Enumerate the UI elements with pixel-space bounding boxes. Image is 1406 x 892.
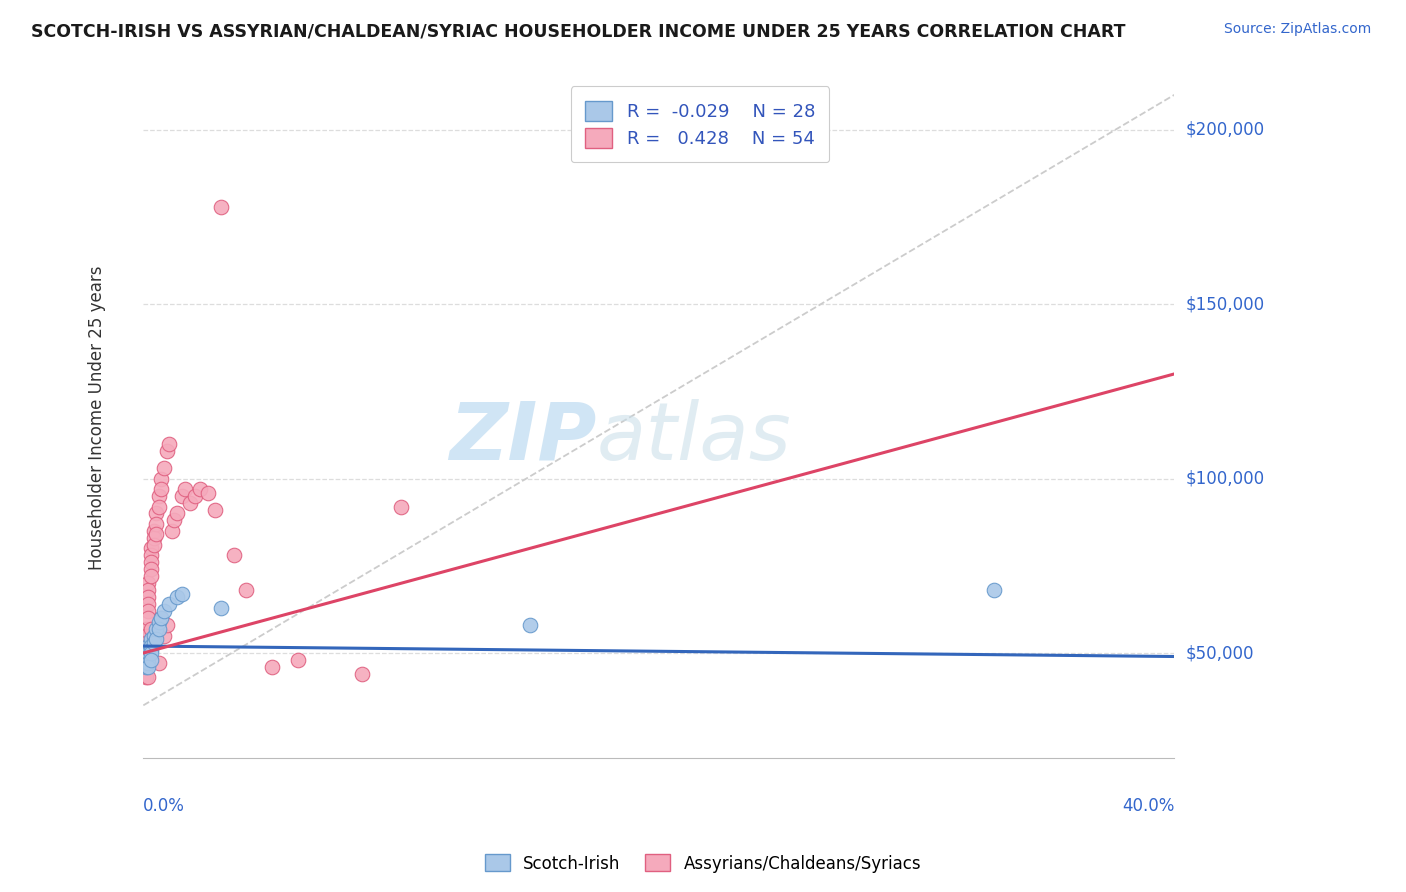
Point	[389, 500, 412, 514]
Point	[142, 629, 165, 643]
Point	[138, 604, 160, 618]
Point	[222, 549, 245, 563]
Point	[179, 496, 201, 510]
Text: $200,000: $200,000	[1185, 120, 1264, 139]
Text: $150,000: $150,000	[1185, 295, 1264, 313]
Point	[197, 485, 219, 500]
Text: 0.0%: 0.0%	[143, 797, 186, 814]
Text: atlas: atlas	[598, 399, 792, 477]
Point	[160, 524, 183, 538]
Point	[157, 597, 180, 611]
Point	[170, 587, 193, 601]
Point	[135, 653, 157, 667]
Point	[138, 646, 160, 660]
Text: Householder Income Under 25 years: Householder Income Under 25 years	[89, 265, 105, 570]
Point	[138, 583, 160, 598]
Point	[148, 622, 170, 636]
Point	[209, 200, 232, 214]
Point	[155, 618, 177, 632]
Point	[138, 639, 160, 653]
Point	[153, 629, 176, 643]
Point	[138, 649, 160, 664]
Point	[209, 600, 232, 615]
Legend: R =  -0.029    N = 28, R =   0.428    N = 54: R = -0.029 N = 28, R = 0.428 N = 54	[571, 87, 830, 162]
Point	[135, 646, 157, 660]
Point	[135, 629, 157, 643]
Point	[139, 555, 162, 569]
Point	[157, 436, 180, 450]
Point	[153, 461, 176, 475]
Point	[170, 489, 193, 503]
Point	[235, 583, 257, 598]
Legend: Scotch-Irish, Assyrians/Chaldeans/Syriacs: Scotch-Irish, Assyrians/Chaldeans/Syriac…	[478, 847, 928, 880]
Point	[352, 667, 374, 681]
Point	[148, 657, 170, 671]
Point	[139, 541, 162, 556]
Point	[135, 660, 157, 674]
Point	[139, 642, 162, 657]
Point	[142, 531, 165, 545]
Point	[138, 576, 160, 591]
Point	[135, 635, 157, 649]
Point	[262, 660, 284, 674]
Point	[145, 622, 167, 636]
Point	[138, 657, 160, 671]
Point	[150, 611, 173, 625]
Point	[138, 611, 160, 625]
Point	[153, 604, 176, 618]
Text: $50,000: $50,000	[1185, 644, 1254, 662]
Point	[138, 660, 160, 674]
Text: Source: ZipAtlas.com: Source: ZipAtlas.com	[1223, 22, 1371, 37]
Point	[138, 670, 160, 684]
Text: SCOTCH-IRISH VS ASSYRIAN/CHALDEAN/SYRIAC HOUSEHOLDER INCOME UNDER 25 YEARS CORRE: SCOTCH-IRISH VS ASSYRIAN/CHALDEAN/SYRIAC…	[31, 22, 1125, 40]
Point	[204, 503, 226, 517]
Point	[155, 443, 177, 458]
Point	[166, 507, 188, 521]
Point	[163, 513, 186, 527]
Point	[173, 482, 195, 496]
Point	[145, 516, 167, 531]
Point	[139, 653, 162, 667]
Point	[142, 635, 165, 649]
Point	[135, 622, 157, 636]
Point	[138, 591, 160, 605]
Point	[150, 611, 173, 625]
Point	[145, 629, 167, 643]
Point	[148, 615, 170, 629]
Text: ZIP: ZIP	[450, 399, 598, 477]
Point	[145, 507, 167, 521]
Point	[145, 632, 167, 646]
Point	[188, 482, 211, 496]
Point	[983, 583, 1005, 598]
Point	[139, 622, 162, 636]
Point	[148, 500, 170, 514]
Point	[139, 569, 162, 583]
Point	[139, 562, 162, 576]
Point	[148, 489, 170, 503]
Point	[166, 591, 188, 605]
Text: $100,000: $100,000	[1185, 469, 1264, 488]
Point	[142, 538, 165, 552]
Text: 40.0%: 40.0%	[1122, 797, 1174, 814]
Point	[139, 549, 162, 563]
Point	[138, 597, 160, 611]
Point	[145, 527, 167, 541]
Point	[150, 472, 173, 486]
Point	[135, 670, 157, 684]
Point	[139, 639, 162, 653]
Point	[150, 482, 173, 496]
Point	[519, 618, 541, 632]
Point	[135, 642, 157, 657]
Point	[139, 646, 162, 660]
Point	[184, 489, 207, 503]
Point	[142, 524, 165, 538]
Point	[139, 632, 162, 646]
Point	[135, 649, 157, 664]
Point	[135, 657, 157, 671]
Point	[287, 653, 309, 667]
